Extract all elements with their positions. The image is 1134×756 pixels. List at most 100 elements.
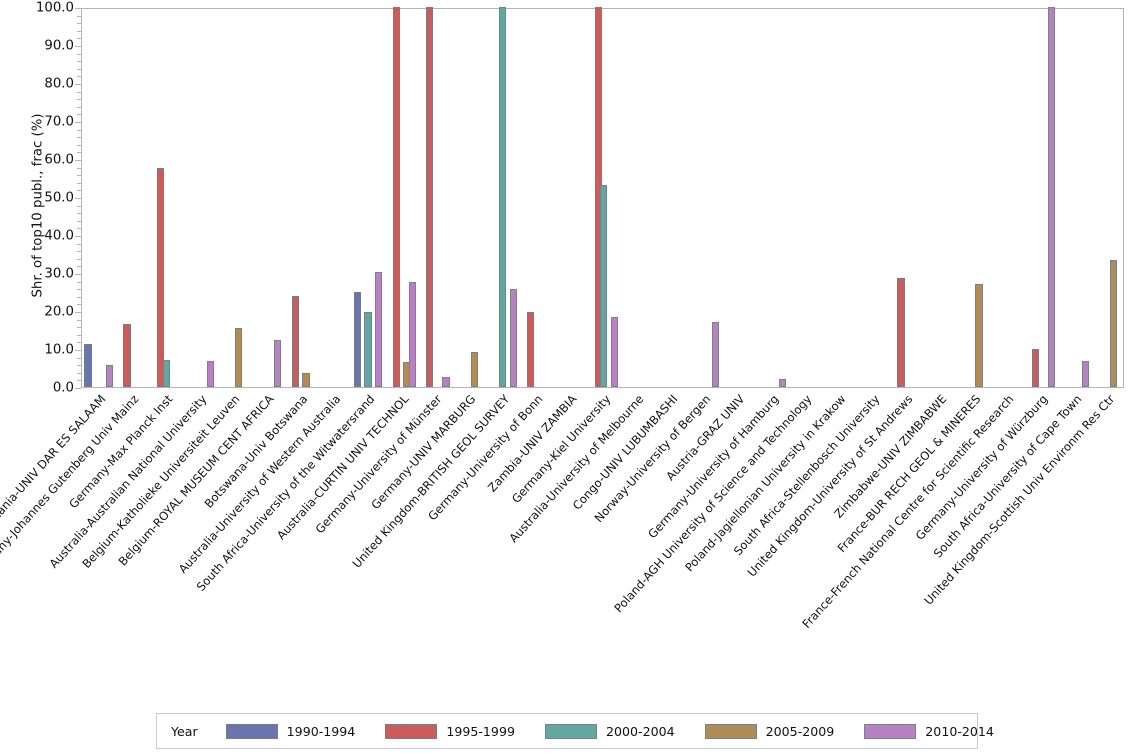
bar xyxy=(206,360,215,387)
y-tick-mark xyxy=(75,312,81,313)
y-tick-mark xyxy=(75,350,81,351)
y-minor-tick-mark xyxy=(77,106,81,108)
y-minor-tick-mark xyxy=(77,68,81,70)
y-minor-tick-mark xyxy=(77,91,81,93)
plot-area xyxy=(81,7,1124,388)
bar xyxy=(599,185,608,387)
legend-item[interactable]: 2000-2004 xyxy=(544,723,675,739)
y-minor-tick-mark xyxy=(77,23,81,25)
bar xyxy=(302,373,310,387)
bar xyxy=(392,7,400,387)
y-minor-tick-mark xyxy=(77,137,81,139)
y-minor-tick-mark xyxy=(77,296,81,298)
bar xyxy=(975,283,983,387)
y-minor-tick-mark xyxy=(77,220,81,222)
y-minor-tick-mark xyxy=(77,266,81,268)
y-tick-mark xyxy=(75,84,81,85)
bar xyxy=(897,277,905,387)
bar xyxy=(364,312,372,387)
legend-color-swatch xyxy=(864,723,917,739)
y-minor-tick-mark xyxy=(77,205,81,207)
y-minor-tick-mark xyxy=(77,357,81,359)
legend-title: Year xyxy=(171,723,198,739)
bar xyxy=(235,327,243,387)
y-minor-tick-mark xyxy=(77,334,81,336)
bar xyxy=(442,377,450,387)
bar xyxy=(291,296,299,387)
y-minor-tick-mark xyxy=(77,258,81,260)
legend-item[interactable]: 2005-2009 xyxy=(704,723,834,739)
y-tick-label: 50.0 xyxy=(44,190,74,206)
y-tick-mark xyxy=(75,160,81,161)
bar xyxy=(426,7,434,387)
y-minor-tick-mark xyxy=(77,228,81,230)
legend-item[interactable]: 2010-2014 xyxy=(864,723,994,739)
bar xyxy=(509,289,517,387)
legend-color-swatch xyxy=(704,723,757,739)
bar xyxy=(375,271,383,387)
legend-label: 1990-1994 xyxy=(286,723,356,739)
legend-label: 1995-1999 xyxy=(446,723,515,739)
y-tick-label: 20.0 xyxy=(44,304,74,320)
y-minor-tick-mark xyxy=(77,167,81,169)
legend-color-swatch xyxy=(225,723,278,739)
y-tick-mark xyxy=(75,8,81,9)
y-minor-tick-mark xyxy=(77,365,81,367)
legend-label: 2010-2014 xyxy=(925,723,994,739)
y-minor-tick-mark xyxy=(77,30,81,32)
y-minor-tick-mark xyxy=(77,213,81,215)
y-minor-tick-mark xyxy=(77,380,81,382)
y-tick-mark xyxy=(75,198,81,199)
y-minor-tick-mark xyxy=(77,175,81,177)
y-tick-label: 0.0 xyxy=(52,380,74,396)
y-minor-tick-mark xyxy=(77,342,81,344)
bar xyxy=(123,323,131,387)
y-tick-label: 100.0 xyxy=(35,0,74,16)
legend-color-swatch xyxy=(544,723,597,739)
y-minor-tick-mark xyxy=(77,289,81,291)
y-minor-tick-mark xyxy=(77,38,81,40)
bar xyxy=(84,343,92,387)
bar xyxy=(778,378,787,387)
bar xyxy=(1048,7,1056,387)
bar xyxy=(274,339,282,387)
y-tick-mark xyxy=(75,122,81,123)
y-minor-tick-mark xyxy=(77,15,81,17)
y-minor-tick-mark xyxy=(77,129,81,131)
y-minor-tick-mark xyxy=(77,114,81,116)
bar xyxy=(105,364,114,387)
y-axis-tick-labels: 0.0 10.0 20.0 30.0 40.0 50.0 60.0 70.0 80.0 90.0 1… xyxy=(0,0,74,756)
y-tick-label: 90.0 xyxy=(44,38,74,54)
y-minor-tick-mark xyxy=(77,190,81,192)
bar xyxy=(711,321,719,387)
bar xyxy=(1081,361,1089,387)
y-tick-mark xyxy=(75,236,81,237)
bar xyxy=(157,167,165,387)
y-tick-label: 40.0 xyxy=(44,228,74,244)
y-minor-tick-mark xyxy=(77,251,81,253)
bar xyxy=(1031,349,1040,387)
bar xyxy=(353,292,361,387)
y-minor-tick-mark xyxy=(77,61,81,63)
legend-item[interactable]: 1995-1999 xyxy=(385,723,515,739)
y-minor-tick-mark xyxy=(77,281,81,283)
y-minor-tick-mark xyxy=(77,304,81,306)
y-minor-tick-mark xyxy=(77,53,81,55)
y-tick-label: 80.0 xyxy=(44,76,74,92)
legend-items: 1990-1994 1995-1999 2000-2004 2005-2009 2010… xyxy=(225,723,1024,739)
y-tick-mark xyxy=(75,388,81,389)
legend-label: 2000-2004 xyxy=(605,723,675,739)
y-minor-tick-mark xyxy=(77,372,81,374)
y-tick-mark xyxy=(75,46,81,47)
bar xyxy=(1109,260,1118,387)
bar xyxy=(162,359,170,387)
y-tick-label: 70.0 xyxy=(44,114,74,130)
y-minor-tick-mark xyxy=(77,327,81,329)
legend-item[interactable]: 1990-1994 xyxy=(225,723,356,739)
y-minor-tick-mark xyxy=(77,144,81,146)
y-minor-tick-mark xyxy=(77,76,81,78)
y-minor-tick-mark xyxy=(77,152,81,154)
y-minor-tick-mark xyxy=(77,319,81,321)
y-minor-tick-mark xyxy=(77,99,81,101)
